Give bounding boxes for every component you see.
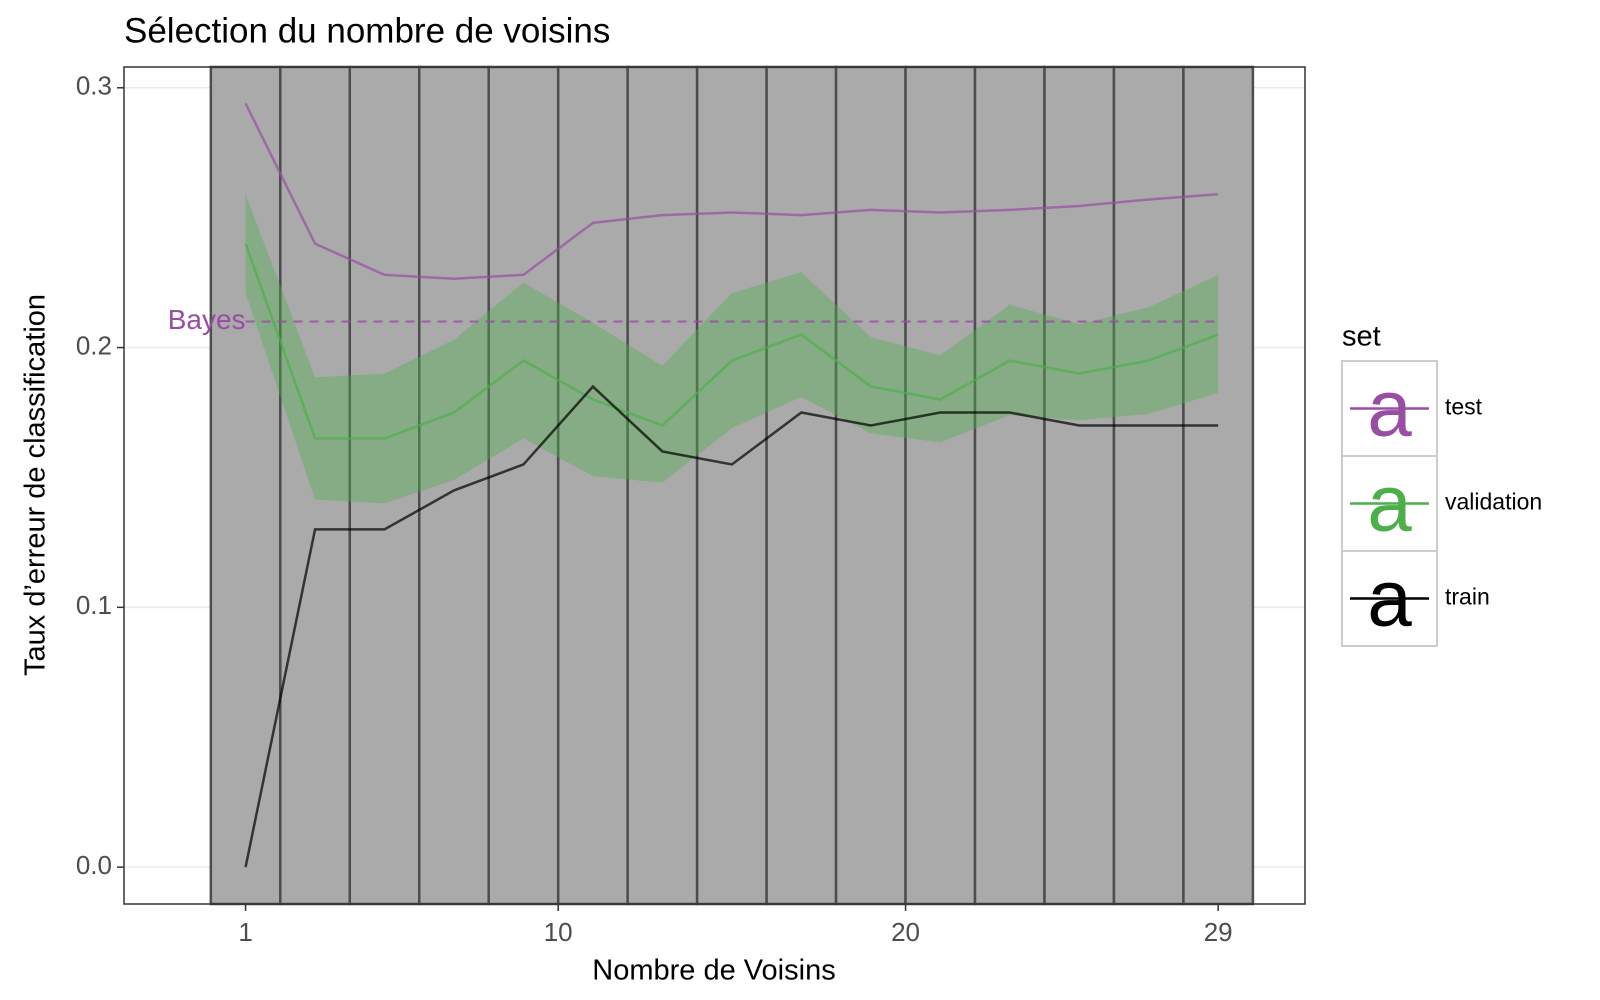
series-line [244,384,1219,868]
y-tick-label: 0.0 [76,850,112,880]
series-line [244,243,1219,440]
legend-label: train [1445,584,1490,610]
tile [973,65,1046,906]
y-tick-label: 0.3 [76,71,112,101]
panel-border [123,66,1306,905]
legend-label: test [1445,394,1483,420]
series-line [244,102,1219,280]
x-tick-label: 10 [544,917,573,947]
legend-title: set [1342,321,1381,353]
x-axis-title: Nombre de Voisins [592,955,835,987]
reference-label: Bayes [168,304,246,335]
tile [904,65,977,906]
tile [765,65,838,906]
x-tick-label: 29 [1204,917,1233,947]
tile [695,65,768,906]
tile [556,65,629,906]
tile [1182,65,1255,906]
tile [626,65,699,906]
tile [834,65,907,906]
x-tick-label: 1 [238,917,252,947]
x-tick-label: 20 [891,917,920,947]
legend-label: validation [1445,489,1542,515]
y-tick-label: 0.2 [76,330,112,360]
confidence-band [245,194,1219,504]
tile [1112,65,1185,906]
y-tick-label: 0.1 [76,590,112,620]
chart-title: Sélection du nombre de voisins [124,11,610,50]
tile [209,65,282,906]
y-axis-title: Taux d’erreur de classification [20,294,52,676]
tile [487,65,560,906]
tile [1043,65,1116,906]
